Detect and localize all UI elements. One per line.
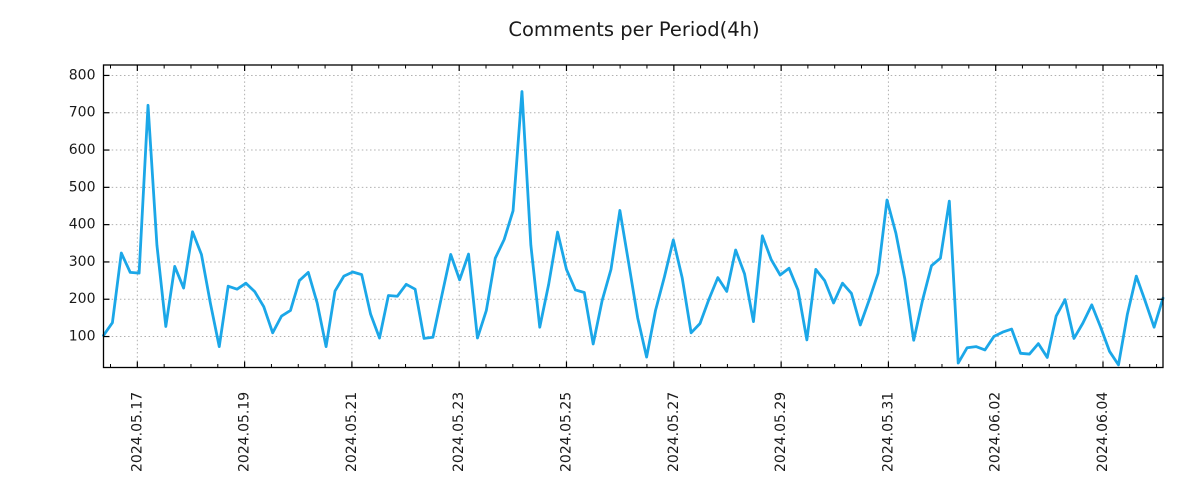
y-tick-label: 200: [69, 291, 96, 307]
chart-title: Comments per Period(4h): [508, 18, 759, 41]
x-tick-label: 2024.05.25: [558, 392, 574, 472]
y-tick-label: 600: [69, 142, 96, 158]
x-tick-label: 2024.06.04: [1095, 392, 1111, 472]
x-tick-label: 2024.05.29: [773, 392, 789, 472]
x-tick-label: 2024.05.19: [237, 392, 253, 472]
grid-layer: [103, 65, 1163, 368]
y-tick-label: 300: [69, 254, 96, 270]
x-tick-label: 2024.06.02: [988, 392, 1004, 472]
x-tick-label: 2024.05.21: [344, 392, 360, 472]
y-tick-label: 500: [69, 179, 96, 195]
y-tick-label: 800: [69, 67, 96, 83]
x-tick-label: 2024.05.27: [666, 392, 682, 472]
x-tick-label: 2024.05.23: [451, 392, 467, 472]
series-layer: [102, 90, 1165, 367]
y-tick-label: 400: [69, 217, 96, 233]
comments-series-line: [102, 90, 1165, 367]
y-tick-label: 700: [69, 105, 96, 121]
y-tick-label: 100: [69, 329, 96, 345]
axis-layer: [102, 64, 1164, 369]
x-tick-label: 2024.05.17: [129, 392, 145, 472]
label-layer: 100 200 300 400 500 600 700 800 2024.05.17 2024.0…: [69, 67, 1111, 472]
plot-border: [102, 64, 1164, 369]
x-tick-label: 2024.05.31: [880, 392, 896, 472]
